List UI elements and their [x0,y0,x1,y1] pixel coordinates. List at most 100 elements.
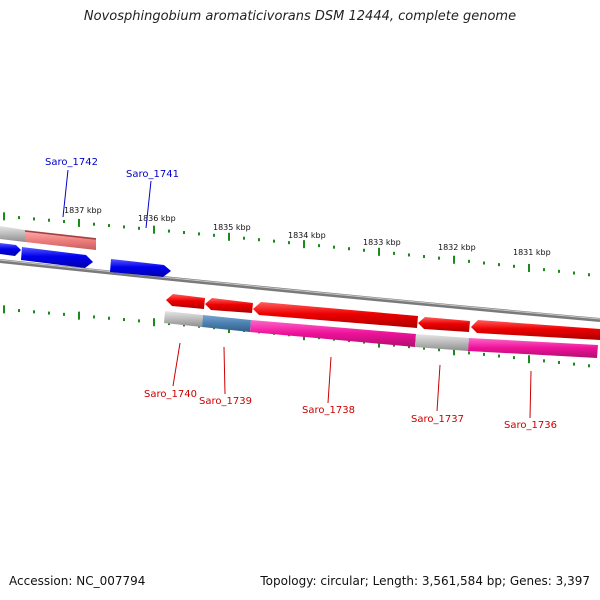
outer-tick [363,248,365,252]
leader-line-saro-1741 [145,180,152,229]
outer-tick [63,220,65,224]
outer-tick [153,225,155,234]
kbp-label-1831: 1831 kbp [513,248,551,257]
inner-tick [168,322,170,326]
gene-arrow-saro-1738[interactable] [253,302,418,328]
outer-tick [198,232,200,236]
inner-tick [153,318,155,327]
outer-tick [513,264,515,268]
inner-tick [468,351,470,355]
inner-tick [138,319,140,323]
inner-tick [393,343,395,347]
gene-arrow-saro-1737[interactable] [418,317,470,332]
outer-tick [108,224,110,228]
leader-line-saro-1736 [529,370,532,419]
leader-line-saro-1740 [172,342,181,387]
gene-arrow-saro-1739[interactable] [205,298,253,313]
gene-label-saro-1737[interactable]: Saro_1737 [411,414,464,425]
inner-tick [108,316,110,320]
inner-tick [483,352,485,356]
cog-segment-edge [24,230,97,240]
inner-tick [93,315,95,319]
outer-tick [348,247,350,251]
outer-tick [573,271,575,275]
outer-tick [453,255,455,264]
kbp-label-1836: 1836 kbp [138,214,176,223]
inner-tick [63,312,65,316]
inner-tick [453,347,455,356]
map-title: Novosphingobium aromaticivorans DSM 1244… [83,9,517,24]
inner-tick [438,348,440,352]
inner-tick [18,309,20,313]
outer-tick-ring [3,212,590,277]
gene-arrow-saro-1741[interactable] [110,259,171,277]
cog-segment-gray-1740[interactable] [164,311,203,327]
inner-tick [558,360,560,364]
outer-tick [423,255,425,259]
outer-tick [528,263,530,272]
genome-backbone-highlight [0,259,600,320]
outer-tick [318,244,320,248]
cog-segment-pink-1736[interactable] [468,338,598,358]
outer-tick [543,268,545,272]
kbp-label-1834: 1834 kbp [288,231,326,240]
inner-tick [513,356,515,360]
outer-tick [498,263,500,267]
outer-tick [333,245,335,249]
cog-segment-gray[interactable] [0,226,25,242]
inner-tick [123,318,125,322]
kbp-label-1835: 1835 kbp [213,223,251,232]
outer-tick [288,241,290,245]
gene-label-saro-1740[interactable]: Saro_1740 [144,389,197,400]
outer-tick [393,251,395,255]
inner-tick [573,362,575,366]
gene-arrow-forward[interactable] [0,243,21,256]
outer-tick [138,226,140,230]
outer-tick [438,256,440,260]
gene-label-saro-1736[interactable]: Saro_1736 [504,420,557,431]
outer-tick [18,216,20,220]
accession-text: Accession: NC_007794 [9,574,146,588]
gene-label-saro-1741[interactable]: Saro_1741 [126,169,179,180]
outer-tick [468,259,470,263]
outer-tick [303,240,305,249]
outer-tick [93,222,95,226]
gene-arrow-saro-1736[interactable] [471,320,600,340]
cog-segment-salmon[interactable] [25,230,96,250]
cog-segment-pink-1738[interactable] [250,320,416,347]
inner-tick [543,359,545,363]
inner-tick [78,311,80,320]
topology-text: Topology: circular; Length: 3,561,584 bp… [260,574,590,588]
gene-arrow-saro-1740[interactable] [166,294,205,309]
gene-label-saro-1738[interactable]: Saro_1738 [302,405,355,416]
outer-tick [228,232,230,241]
outer-tick [33,217,35,221]
kbp-label-1837: 1837 kbp [64,206,102,215]
gene-label-saro-1742[interactable]: Saro_1742 [45,157,98,168]
outer-tick [183,230,185,234]
inner-tick [3,305,5,314]
inner-tick [33,310,35,314]
genome-backbone [0,259,600,322]
inner-tick [48,311,50,315]
outer-tick [3,212,5,221]
gene-arrow-saro-1742[interactable] [21,247,93,268]
inner-tick [528,355,530,364]
outer-tick [78,218,80,227]
outer-tick [378,247,380,256]
gene-label-saro-1739[interactable]: Saro_1739 [199,396,252,407]
leader-line-saro-1737 [436,364,441,412]
outer-tick [483,261,485,265]
outer-tick [123,225,125,229]
kbp-label-1833: 1833 kbp [363,238,401,247]
inner-tick [408,345,410,349]
leader-line-saro-1738 [327,356,332,404]
leader-line-saro-1742 [62,169,69,218]
cog-segment-steel-1739[interactable] [202,315,251,332]
outer-tick [168,229,170,233]
outer-tick [408,253,410,257]
inner-tick [498,354,500,358]
cog-segment-gray-1737[interactable] [415,334,469,351]
outer-tick [258,238,260,242]
